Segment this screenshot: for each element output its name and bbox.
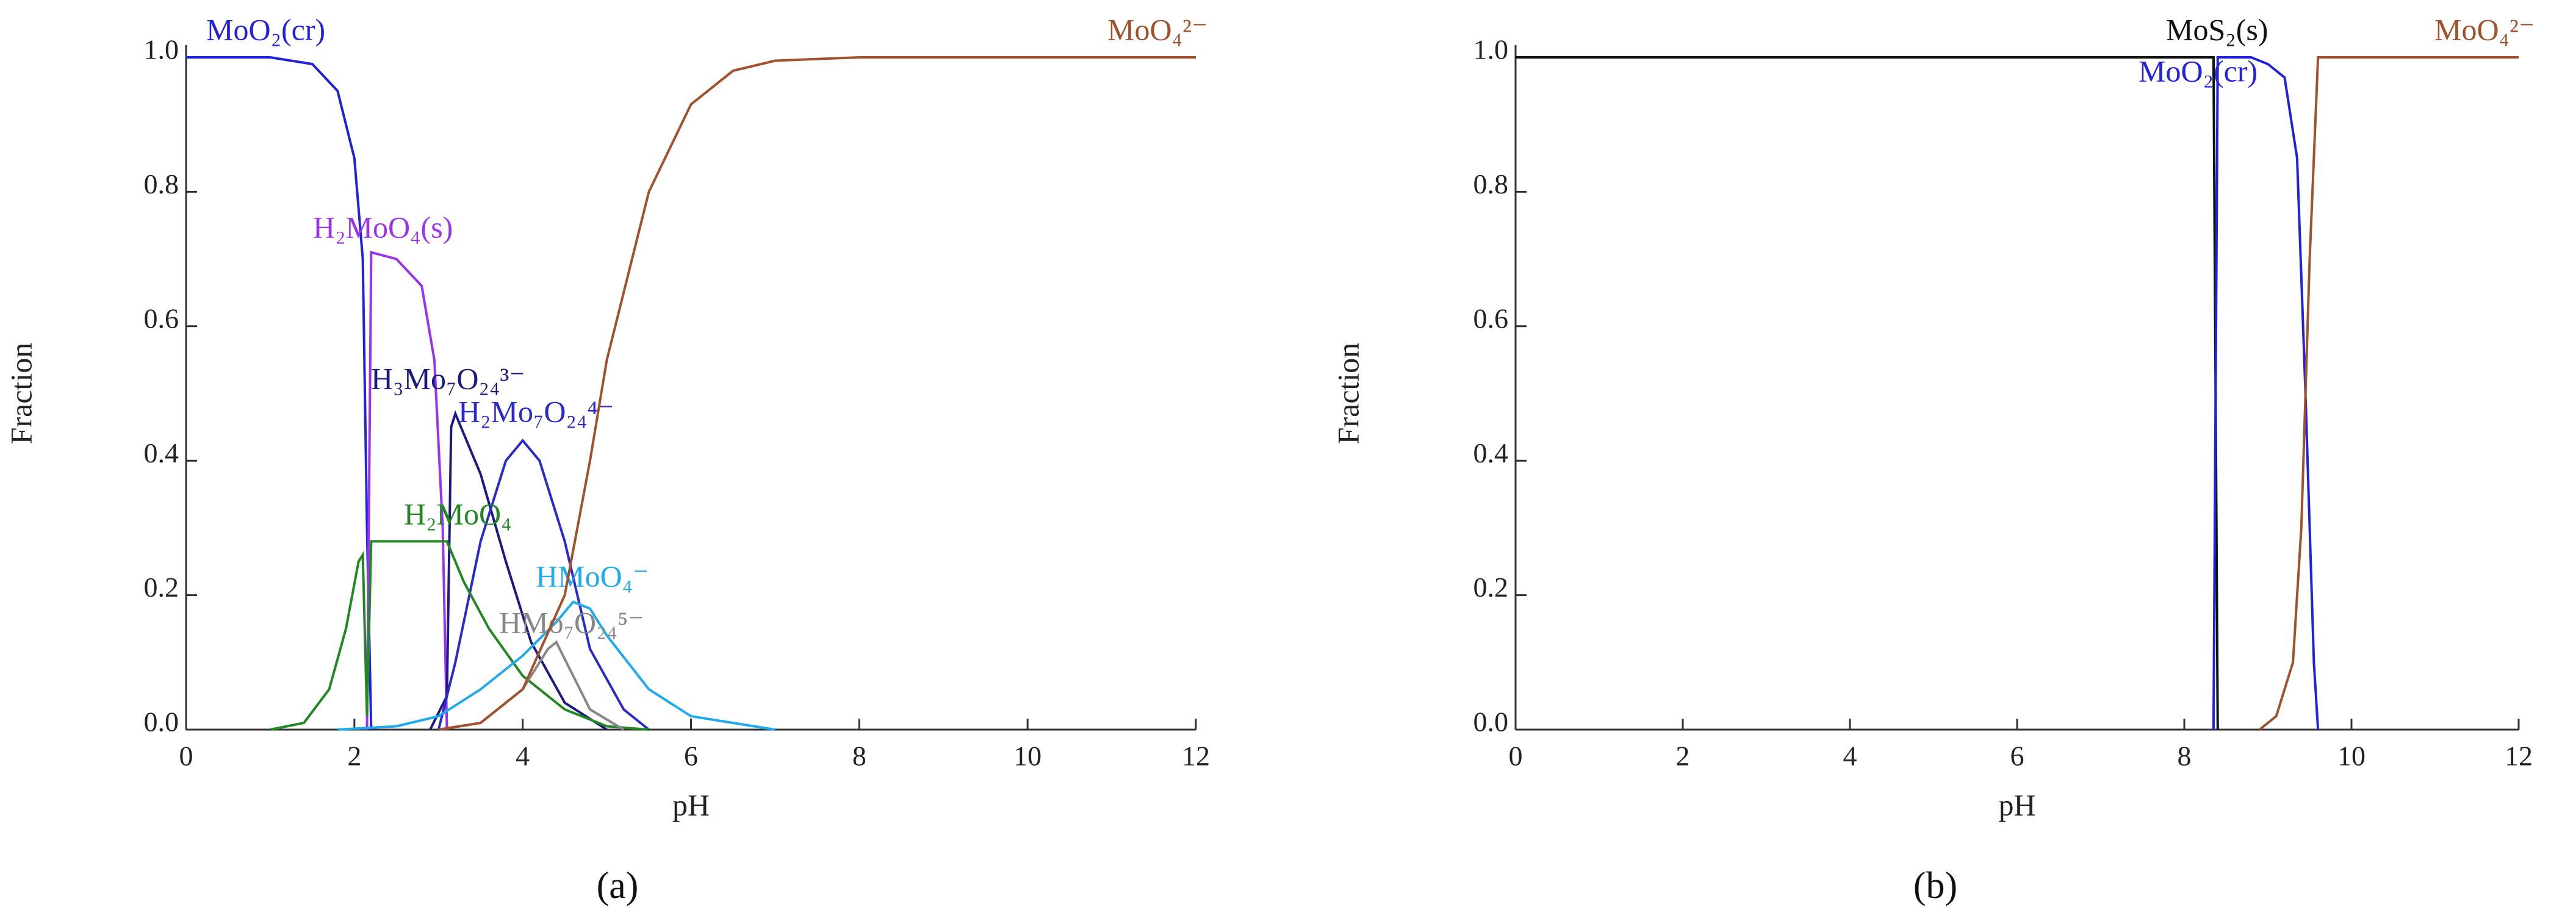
y-tick-label: 0.2 <box>144 572 179 603</box>
y-tick-label: 0.4 <box>144 437 179 469</box>
y-tick-label: 0.8 <box>144 168 179 199</box>
x-tick-label: 12 <box>2505 741 2533 772</box>
series-label: HMo₇O₂₄⁵⁻ <box>499 605 644 639</box>
series-label: MoO₂(cr) <box>2139 54 2258 88</box>
series-line <box>1516 56 2219 730</box>
x-tick-label: 6 <box>2010 741 2024 772</box>
series-label: HMoO₄⁻ <box>536 559 649 593</box>
y-tick-label: 1.0 <box>144 34 179 65</box>
series-line <box>337 600 775 731</box>
x-tick-label: 10 <box>1013 741 1042 772</box>
y-tick-label: 0.4 <box>1473 437 1509 469</box>
series-label: H₃Mo₇O₂₄³⁻ <box>371 361 525 395</box>
series-line <box>2212 56 2320 730</box>
x-tick-label: 10 <box>2337 741 2366 772</box>
series-line <box>2259 56 2519 731</box>
series-line <box>270 540 649 731</box>
series-label: MoO₄²⁻ <box>2434 12 2535 46</box>
x-tick-label: 2 <box>347 741 361 772</box>
series-label: H₂MoO₄ <box>404 497 512 531</box>
x-tick-label: 4 <box>516 741 530 772</box>
y-tick-label: 0.6 <box>1473 303 1509 334</box>
x-tick-label: 4 <box>1843 741 1857 772</box>
series-label: H₂Mo₇O₂₄⁴⁻ <box>458 394 614 428</box>
x-tick-label: 8 <box>852 741 866 772</box>
y-tick-label: 0.8 <box>1473 168 1509 199</box>
series-line <box>437 438 650 731</box>
y-tick-label: 0.6 <box>144 303 179 334</box>
x-tick-label: 0 <box>1509 741 1523 772</box>
panel-label: (a) <box>597 865 639 907</box>
y-axis-title: Fraction <box>1331 343 1365 445</box>
x-tick-label: 8 <box>2178 741 2192 772</box>
x-tick-label: 0 <box>179 741 193 772</box>
y-tick-label: 0.2 <box>1473 572 1509 603</box>
y-tick-label: 0.0 <box>1473 706 1509 738</box>
series-label: MoO₄²⁻ <box>1107 12 1207 46</box>
series-label: H₂MoO₄(s) <box>313 210 453 244</box>
x-tick-label: 12 <box>1182 741 1210 772</box>
series-label: MoS₂(s) <box>2166 12 2268 46</box>
series-line <box>438 640 625 731</box>
series-line <box>186 56 373 730</box>
x-axis-title: pH <box>1998 788 2035 822</box>
panel-label: (b) <box>1913 865 1957 907</box>
x-axis-title: pH <box>672 788 710 822</box>
y-axis-title: Fraction <box>4 343 38 445</box>
x-tick-label: 6 <box>684 741 698 772</box>
series-line <box>429 410 608 731</box>
y-tick-label: 0.0 <box>144 706 179 738</box>
series-label: MoO₂(cr) <box>206 12 325 46</box>
series-line <box>365 251 448 730</box>
series-line <box>438 56 1196 731</box>
x-tick-label: 2 <box>1676 741 1690 772</box>
y-tick-label: 1.0 <box>1473 34 1509 65</box>
